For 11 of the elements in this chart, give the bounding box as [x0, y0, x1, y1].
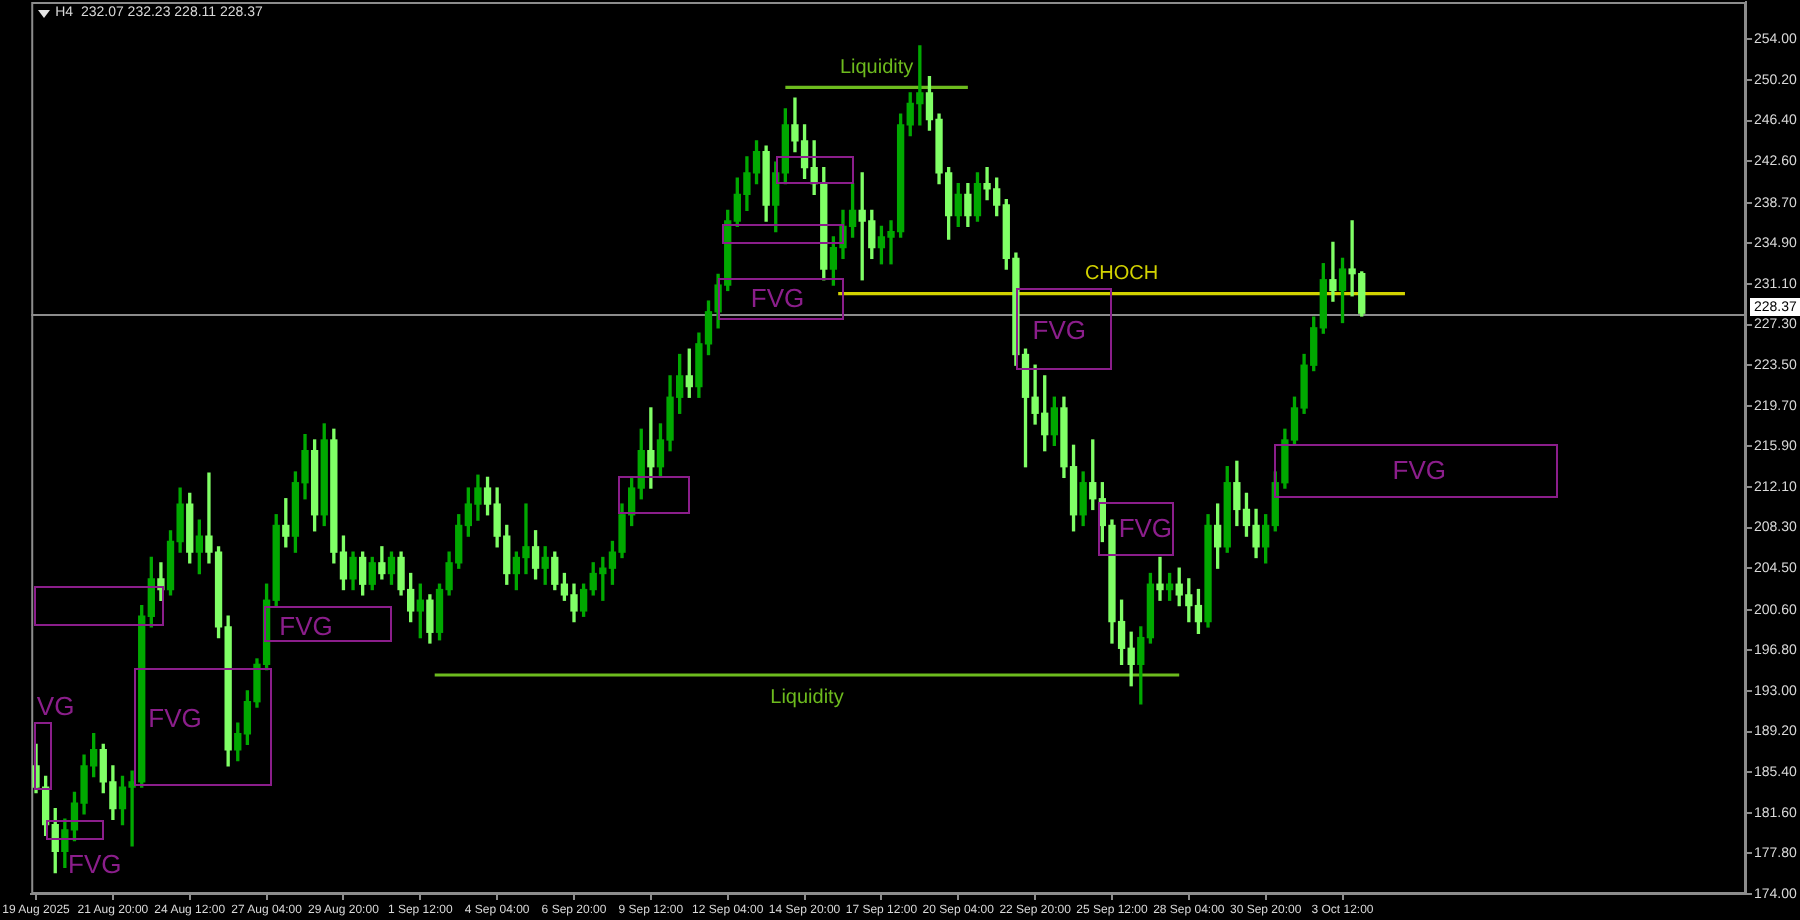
- series-label: Liquidity: [839, 56, 914, 79]
- annotation: FVG: [1032, 314, 1087, 345]
- annotation: FVG: [1392, 454, 1447, 485]
- series-label: CHOCH: [1084, 263, 1159, 286]
- series-label: Liquidity: [770, 686, 844, 709]
- annotation: FVG: [1118, 512, 1173, 543]
- annotation: FVG: [148, 702, 202, 733]
- annotation: FVG: [279, 610, 333, 641]
- annotation: VG: [36, 690, 75, 721]
- annotation: FVG: [68, 848, 122, 879]
- annotation: FVG: [750, 282, 805, 313]
